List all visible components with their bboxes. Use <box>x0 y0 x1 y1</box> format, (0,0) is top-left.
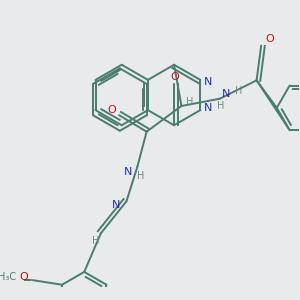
Text: O: O <box>171 72 179 82</box>
Text: O: O <box>107 105 116 115</box>
Text: O: O <box>19 272 28 282</box>
Text: O: O <box>265 34 274 44</box>
Text: N: N <box>112 200 121 210</box>
Text: N: N <box>203 103 212 113</box>
Text: N: N <box>124 167 133 177</box>
Text: H: H <box>235 86 242 96</box>
Text: N: N <box>203 77 212 87</box>
Text: H: H <box>92 236 100 246</box>
Text: H₃C: H₃C <box>0 272 16 282</box>
Text: N: N <box>222 89 230 99</box>
Text: H: H <box>217 101 224 112</box>
Text: H: H <box>186 97 194 107</box>
Text: H: H <box>137 171 145 181</box>
